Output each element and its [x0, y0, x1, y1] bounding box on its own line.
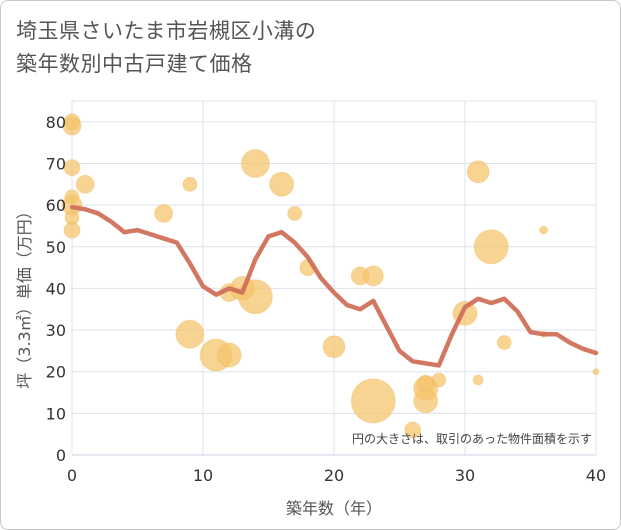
data-bubble: [539, 225, 549, 235]
average-price-line: [69, 204, 599, 368]
x-tick-label: 30: [455, 466, 475, 485]
data-bubble: [62, 116, 82, 136]
data-bubble: [269, 171, 295, 197]
x-tick-label: 0: [67, 466, 77, 485]
data-bubble: [413, 388, 439, 414]
y-tick-label: 70: [46, 154, 66, 173]
x-axis-label: 築年数（年）: [286, 499, 382, 518]
y-tick-label: 20: [46, 363, 66, 382]
y-tick-label: 60: [46, 196, 66, 215]
title-line-1: 埼玉県さいたま市岩槻区小溝の: [16, 19, 317, 43]
data-bubble: [322, 335, 346, 359]
y-tick-label: 40: [46, 279, 66, 298]
data-bubble: [216, 342, 242, 368]
data-bubble: [362, 265, 384, 287]
data-bubble: [431, 372, 447, 388]
data-bubble: [154, 203, 174, 223]
x-tick-label: 40: [586, 466, 606, 485]
data-bubble: [182, 176, 198, 192]
data-bubble: [496, 335, 512, 351]
data-bubble: [237, 279, 273, 315]
data-bubble: [466, 160, 490, 184]
size-note: 円の大きさは、取引のあった物件面積を示す: [352, 431, 592, 446]
data-bubble: [404, 421, 422, 439]
y-tick-label: 50: [46, 238, 66, 257]
tick-labels: 0 10 20 30 40 0 10 20 30 40 50 60 70 80: [46, 113, 607, 485]
data-bubble: [287, 205, 303, 221]
x-tick-label: 20: [324, 466, 344, 485]
data-bubble: [63, 221, 81, 239]
line-layer: [69, 204, 599, 368]
data-bubble: [175, 319, 205, 349]
data-bubble: [592, 368, 600, 376]
bubble-layer: [61, 113, 600, 439]
data-bubble: [473, 229, 509, 265]
data-bubble: [75, 174, 95, 194]
y-tick-label: 10: [46, 404, 66, 423]
y-axis-label: 坪（3.3㎡）単価（万円）: [15, 203, 34, 388]
y-tick-label: 30: [46, 321, 66, 340]
y-tick-label: 0: [56, 446, 66, 465]
title-line-2: 築年数別中古戸建て価格: [16, 52, 253, 76]
x-tick-label: 10: [193, 466, 213, 485]
data-bubble: [350, 378, 396, 424]
data-bubble: [472, 374, 484, 386]
y-tick-label: 80: [46, 113, 66, 132]
data-bubble: [240, 148, 270, 178]
data-bubble: [63, 159, 81, 177]
chart-title: 埼玉県さいたま市岩槻区小溝の 築年数別中古戸建て価格: [16, 15, 316, 81]
